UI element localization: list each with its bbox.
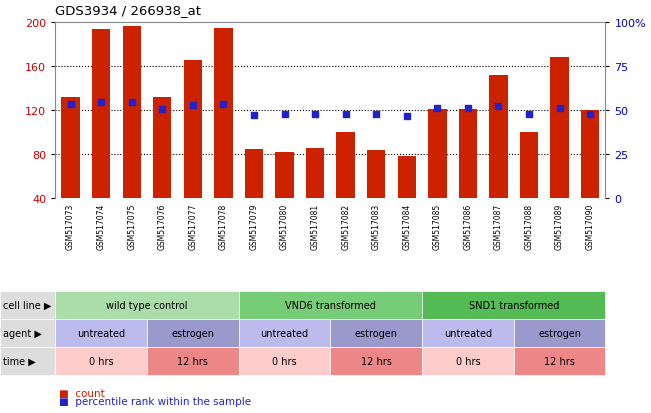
Text: GSM517079: GSM517079 [249,203,258,249]
Bar [459,109,477,198]
Text: GSM517087: GSM517087 [494,203,503,249]
Text: GSM517086: GSM517086 [464,203,473,249]
Point [493,104,504,111]
Bar [550,58,569,198]
Bar [245,150,263,198]
Bar [61,97,80,198]
Bar [581,111,600,198]
Point [402,114,412,120]
Text: 0 hrs: 0 hrs [89,356,113,366]
Bar [184,61,202,198]
Point [187,103,198,109]
Bar [153,97,171,198]
Text: GSM517073: GSM517073 [66,203,75,249]
Point [555,105,565,112]
Bar [306,149,324,198]
Bar [92,31,110,198]
Bar [520,133,538,198]
Text: VND6 transformed: VND6 transformed [285,300,376,310]
Text: GSM517083: GSM517083 [372,203,381,249]
Bar [275,152,294,198]
Text: estrogen: estrogen [538,328,581,338]
Point [126,100,137,106]
Text: 12 hrs: 12 hrs [544,356,575,366]
Bar [337,133,355,198]
Point [340,112,351,118]
Bar [214,29,232,198]
Point [96,100,106,106]
Text: GSM517085: GSM517085 [433,203,442,249]
Point [585,112,596,118]
Text: GSM517075: GSM517075 [127,203,136,249]
Text: GSM517082: GSM517082 [341,203,350,249]
Bar [428,109,447,198]
Text: ■  count: ■ count [59,388,104,398]
Text: SND1 transformed: SND1 transformed [469,300,559,310]
Text: 0 hrs: 0 hrs [456,356,480,366]
Text: ■  percentile rank within the sample: ■ percentile rank within the sample [59,396,251,406]
Text: GSM517074: GSM517074 [97,203,105,249]
Point [218,102,229,108]
Bar [490,75,508,198]
Text: GSM517078: GSM517078 [219,203,228,249]
Text: 12 hrs: 12 hrs [178,356,208,366]
Text: GSM517084: GSM517084 [402,203,411,249]
Text: GSM517089: GSM517089 [555,203,564,249]
Text: GSM517088: GSM517088 [525,203,534,249]
Point [524,112,534,118]
Text: agent ▶: agent ▶ [3,328,42,338]
Bar [122,27,141,198]
Bar [398,157,416,198]
Text: GSM517090: GSM517090 [586,203,594,249]
Point [279,112,290,118]
Text: 12 hrs: 12 hrs [361,356,392,366]
Text: untreated: untreated [260,328,309,338]
Text: GSM517081: GSM517081 [311,203,320,249]
Point [463,105,473,112]
Text: estrogen: estrogen [355,328,398,338]
Text: wild type control: wild type control [106,300,187,310]
Text: GSM517080: GSM517080 [280,203,289,249]
Text: cell line ▶: cell line ▶ [3,300,51,310]
Bar [367,151,385,198]
Point [65,102,76,108]
Point [310,112,320,118]
Text: estrogen: estrogen [171,328,214,338]
Text: time ▶: time ▶ [3,356,36,366]
Text: GSM517077: GSM517077 [188,203,197,249]
Text: 0 hrs: 0 hrs [272,356,297,366]
Text: untreated: untreated [444,328,492,338]
Point [249,113,259,119]
Text: GSM517076: GSM517076 [158,203,167,249]
Point [371,112,381,118]
Text: GDS3934 / 266938_at: GDS3934 / 266938_at [55,4,201,17]
Point [157,106,167,113]
Text: untreated: untreated [77,328,125,338]
Point [432,105,443,112]
